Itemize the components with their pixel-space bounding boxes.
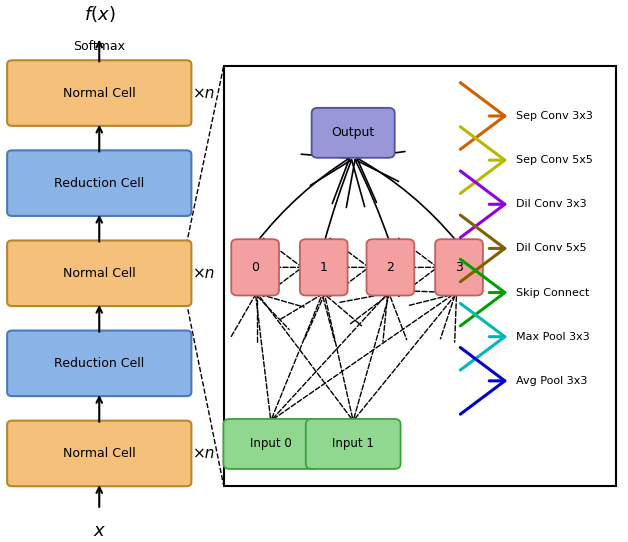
Text: 2: 2 — [386, 261, 394, 274]
FancyBboxPatch shape — [224, 419, 318, 469]
FancyArrowPatch shape — [460, 171, 505, 237]
Text: Input 1: Input 1 — [332, 437, 374, 450]
FancyArrowPatch shape — [460, 82, 505, 149]
Text: ×n: ×n — [193, 86, 215, 101]
Text: 3: 3 — [455, 261, 463, 274]
FancyArrowPatch shape — [257, 154, 350, 242]
FancyArrowPatch shape — [460, 347, 505, 414]
Text: Avg Pool 3x3: Avg Pool 3x3 — [516, 376, 588, 386]
FancyArrowPatch shape — [346, 160, 399, 242]
Text: Normal Cell: Normal Cell — [63, 267, 136, 280]
FancyArrowPatch shape — [460, 304, 505, 370]
FancyBboxPatch shape — [7, 331, 192, 396]
Text: Softmax: Softmax — [73, 40, 125, 53]
Text: Output: Output — [332, 126, 375, 139]
Text: $f(x)$: $f(x)$ — [84, 4, 115, 24]
Text: $x$: $x$ — [92, 522, 106, 540]
Text: Max Pool 3x3: Max Pool 3x3 — [516, 332, 590, 341]
Text: Dil Conv 5x5: Dil Conv 5x5 — [516, 243, 587, 254]
Text: Input 0: Input 0 — [250, 437, 291, 450]
Text: Normal Cell: Normal Cell — [63, 87, 136, 100]
FancyArrowPatch shape — [355, 294, 457, 418]
FancyArrowPatch shape — [460, 215, 505, 282]
FancyArrowPatch shape — [357, 152, 457, 242]
FancyArrowPatch shape — [257, 294, 352, 418]
FancyArrowPatch shape — [305, 294, 362, 418]
FancyBboxPatch shape — [300, 239, 348, 295]
FancyBboxPatch shape — [7, 421, 192, 486]
Text: 0: 0 — [251, 261, 259, 274]
Text: Sep Conv 5x5: Sep Conv 5x5 — [516, 155, 593, 165]
FancyArrowPatch shape — [263, 238, 302, 296]
FancyArrowPatch shape — [272, 294, 335, 418]
Text: Reduction Cell: Reduction Cell — [54, 177, 144, 190]
FancyArrowPatch shape — [350, 294, 407, 418]
Text: Skip Connect: Skip Connect — [516, 288, 590, 298]
Text: Normal Cell: Normal Cell — [63, 447, 136, 460]
FancyArrowPatch shape — [460, 259, 505, 326]
Text: Sep Conv 3x3: Sep Conv 3x3 — [516, 111, 593, 121]
FancyArrowPatch shape — [273, 293, 387, 419]
FancyBboxPatch shape — [7, 60, 192, 126]
Text: ×n: ×n — [193, 446, 215, 461]
Text: ×n: ×n — [193, 266, 215, 281]
FancyArrowPatch shape — [310, 160, 365, 242]
FancyBboxPatch shape — [367, 239, 414, 295]
Bar — [224, 66, 616, 486]
FancyArrowPatch shape — [231, 294, 289, 418]
FancyArrowPatch shape — [330, 238, 369, 296]
Text: Reduction Cell: Reduction Cell — [54, 357, 144, 370]
FancyBboxPatch shape — [311, 108, 394, 158]
FancyArrowPatch shape — [399, 238, 438, 296]
Text: 1: 1 — [320, 261, 328, 274]
FancyBboxPatch shape — [435, 239, 483, 295]
FancyArrowPatch shape — [273, 291, 456, 419]
FancyBboxPatch shape — [231, 239, 279, 295]
Text: Dil Conv 3x3: Dil Conv 3x3 — [516, 199, 587, 209]
FancyBboxPatch shape — [7, 150, 192, 216]
FancyArrowPatch shape — [460, 127, 505, 193]
FancyBboxPatch shape — [7, 241, 192, 306]
FancyBboxPatch shape — [306, 419, 401, 469]
